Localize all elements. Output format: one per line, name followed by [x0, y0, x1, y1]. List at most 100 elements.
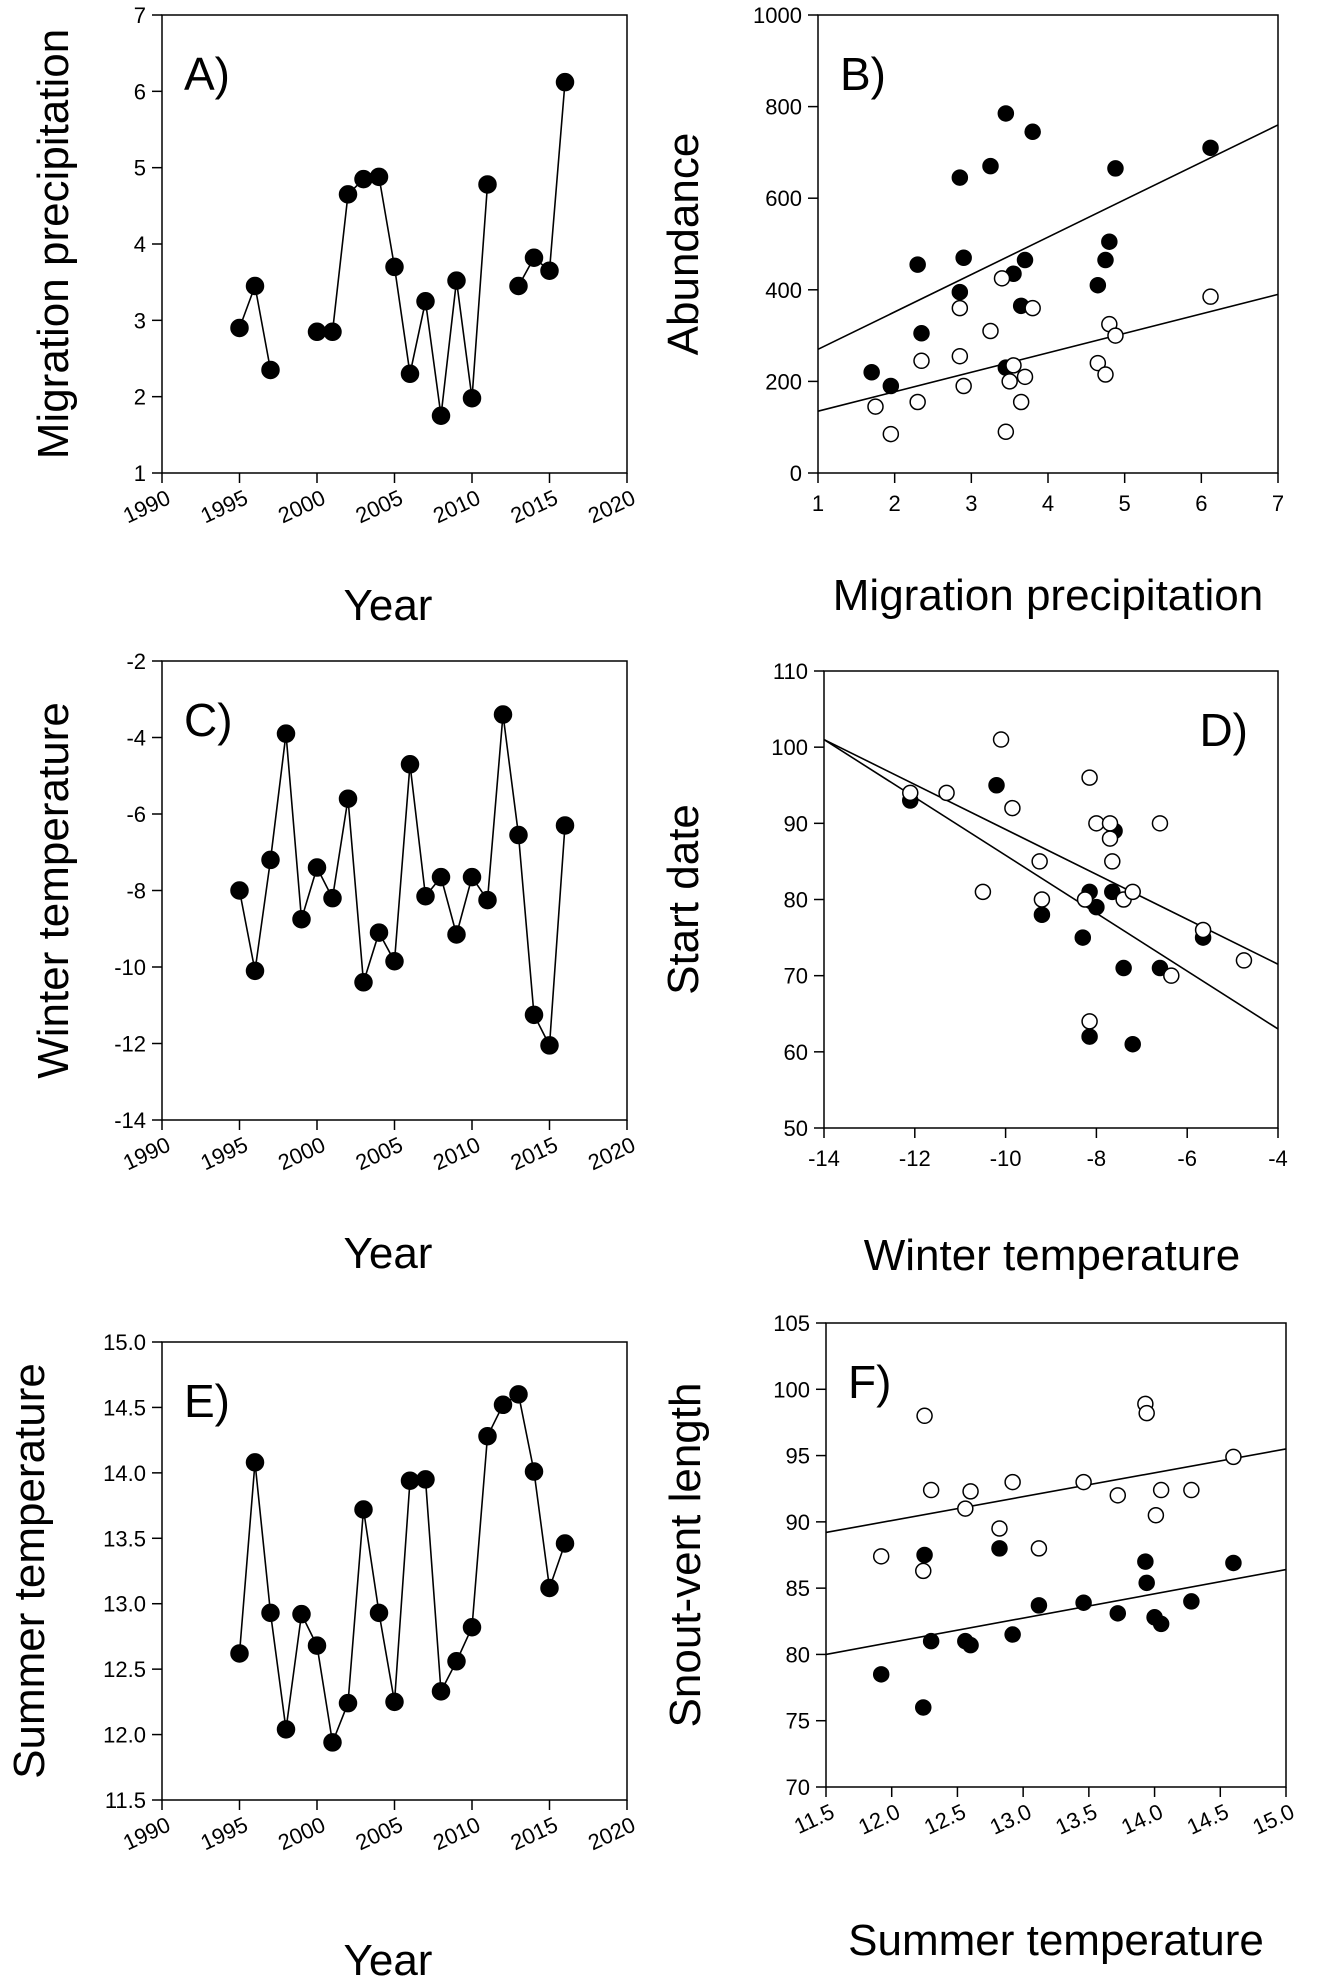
filled-data-point	[914, 326, 929, 341]
filled-data-point	[1082, 1029, 1097, 1044]
data-point	[495, 706, 512, 723]
x-tick-label: 2020	[584, 485, 639, 528]
filled-data-point	[874, 1667, 889, 1682]
filled-data-point	[952, 285, 967, 300]
open-data-point	[1076, 1475, 1091, 1490]
filled-data-point	[1018, 253, 1033, 268]
filled-data-point	[924, 1634, 939, 1649]
data-point	[495, 1396, 512, 1413]
x-axis-title: Migration precipitation	[833, 571, 1263, 620]
data-point	[324, 323, 341, 340]
x-tick-label: -14	[808, 1146, 840, 1171]
open-data-point	[939, 785, 954, 800]
y-tick-label: 80	[784, 888, 808, 913]
y-tick-label: 13.5	[103, 1526, 146, 1551]
x-tick-label: -10	[990, 1146, 1022, 1171]
open-data-point	[1184, 1483, 1199, 1498]
data-point	[479, 176, 496, 193]
y-axis-title: Abundance	[659, 133, 708, 356]
filled-data-point	[956, 250, 971, 265]
x-tick-label: 11.5	[790, 1799, 838, 1839]
filled-data-point	[917, 1548, 932, 1563]
y-tick-label: 4	[134, 232, 146, 257]
regression-line	[826, 1570, 1286, 1655]
x-tick-label: 2020	[584, 1132, 639, 1175]
open-data-point	[952, 301, 967, 316]
filled-data-point	[1138, 1554, 1153, 1569]
filled-data-point	[1139, 1575, 1154, 1590]
filled-data-point	[1025, 124, 1040, 139]
data-point	[402, 756, 419, 773]
data-point	[557, 74, 574, 91]
data-point	[247, 962, 264, 979]
x-tick-label: 13.0	[986, 1799, 1035, 1840]
open-data-point	[903, 785, 918, 800]
data-point	[309, 323, 326, 340]
data-point	[262, 361, 279, 378]
data-point	[309, 859, 326, 876]
filled-data-point	[1184, 1594, 1199, 1609]
x-tick-label: 1990	[119, 1812, 174, 1855]
panel-label: A)	[184, 48, 230, 100]
data-point	[386, 953, 403, 970]
filled-data-point	[983, 159, 998, 174]
data-point	[541, 1580, 558, 1597]
open-data-point	[1089, 816, 1104, 831]
data-point	[278, 1721, 295, 1738]
y-tick-label: 95	[786, 1444, 810, 1469]
y-tick-label: 110	[773, 659, 808, 684]
data-point	[309, 1637, 326, 1654]
filled-data-point	[1203, 140, 1218, 155]
open-data-point	[992, 1521, 1007, 1536]
data-point	[448, 272, 465, 289]
open-data-point	[975, 884, 990, 899]
y-axis-title: Winter temperature	[29, 702, 78, 1079]
open-data-point	[1032, 854, 1047, 869]
y-axis-title: Migration precipitation	[29, 29, 78, 459]
filled-data-point	[992, 1541, 1007, 1556]
filled-data-point	[1005, 1627, 1020, 1642]
data-point	[448, 1653, 465, 1670]
data-point	[371, 924, 388, 941]
filled-data-point	[916, 1700, 931, 1715]
x-tick-label: 12.0	[854, 1799, 903, 1840]
y-tick-label: 70	[786, 1775, 810, 1800]
open-data-point	[924, 1483, 939, 1498]
open-data-point	[1006, 358, 1021, 373]
data-point	[355, 1501, 372, 1518]
filled-data-point	[1116, 961, 1131, 976]
filled-data-point	[1226, 1555, 1241, 1570]
data-point	[510, 277, 527, 294]
y-tick-label: 12.5	[103, 1657, 146, 1682]
data-point	[464, 1619, 481, 1636]
x-axis-title: Year	[344, 1229, 433, 1278]
open-data-point	[1196, 922, 1211, 937]
data-point	[231, 319, 248, 336]
x-tick-label: 2000	[274, 485, 329, 528]
y-tick-label: -10	[114, 955, 146, 980]
y-tick-label: 2	[134, 385, 146, 410]
panel-label: E)	[184, 1375, 230, 1427]
y-tick-label: 100	[773, 1377, 810, 1402]
y-tick-label: 11.5	[105, 1788, 146, 1813]
filled-data-point	[1098, 253, 1113, 268]
y-tick-label: -12	[114, 1032, 146, 1057]
y-tick-label: 3	[134, 308, 146, 333]
data-point	[557, 1535, 574, 1552]
filled-data-point	[1154, 1616, 1169, 1631]
y-tick-label: 90	[784, 811, 808, 836]
x-tick-label: 14.5	[1183, 1799, 1232, 1840]
series-line	[317, 177, 488, 416]
data-point	[355, 171, 372, 188]
y-tick-label: 85	[786, 1576, 810, 1601]
open-data-point	[1078, 892, 1093, 907]
open-data-point	[1098, 367, 1113, 382]
x-tick-label: -4	[1268, 1146, 1288, 1171]
open-data-point	[874, 1549, 889, 1564]
y-tick-label: 90	[786, 1510, 810, 1535]
data-point	[247, 277, 264, 294]
data-point	[510, 1386, 527, 1403]
open-data-point	[998, 424, 1013, 439]
open-data-point	[952, 349, 967, 364]
data-point	[386, 1693, 403, 1710]
